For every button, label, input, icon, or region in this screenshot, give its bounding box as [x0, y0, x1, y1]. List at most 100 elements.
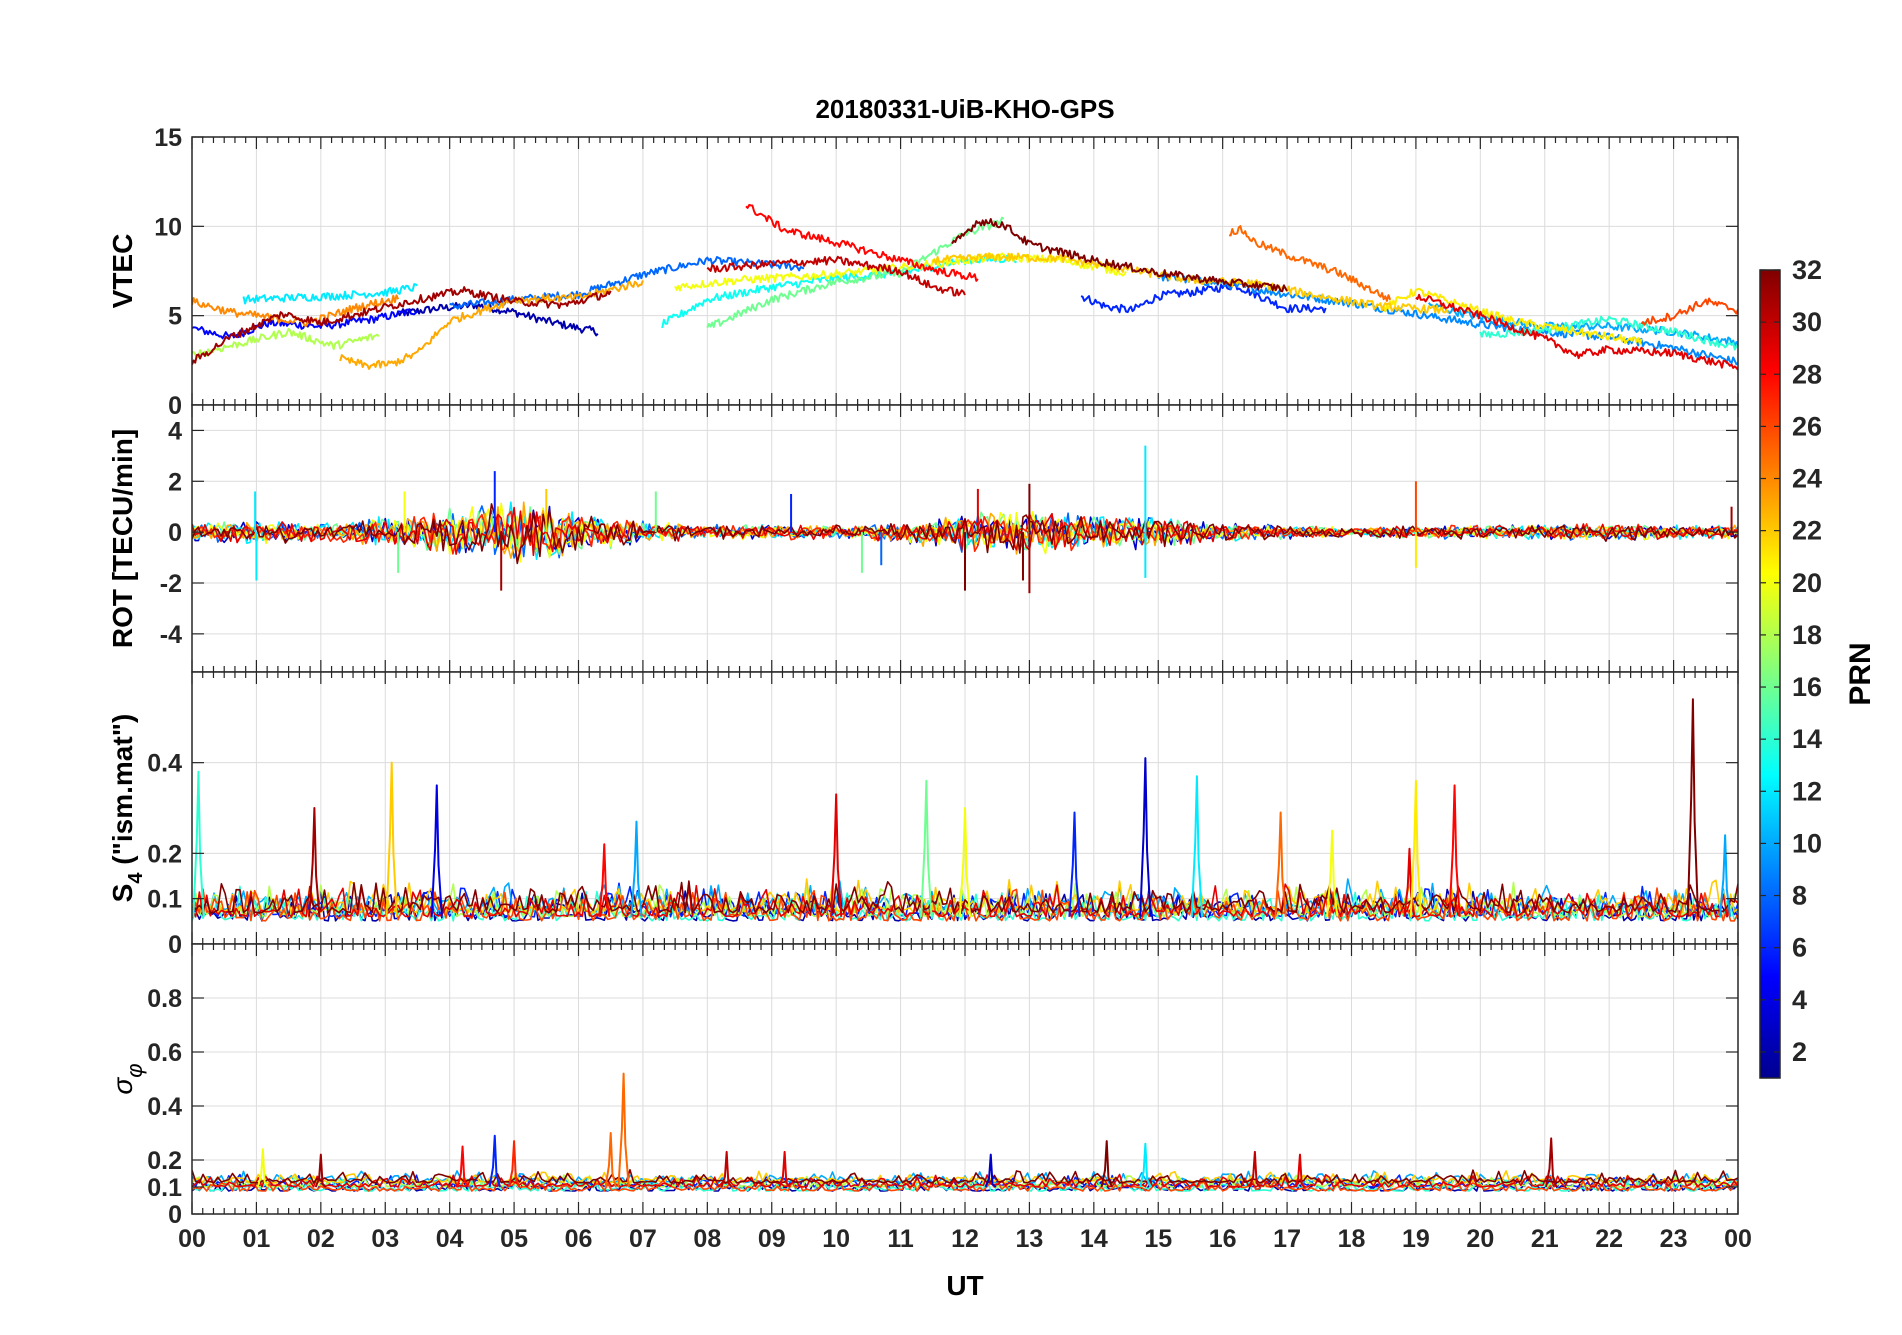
colorbar-tick-label: 30	[1792, 307, 1822, 337]
series-line-prn-28	[745, 204, 979, 282]
x-tick-label: 14	[1080, 1225, 1108, 1253]
x-tick-label: 09	[758, 1225, 786, 1253]
spike-prn-6	[1068, 811, 1081, 917]
x-tick-label: 10	[822, 1225, 850, 1253]
x-tick-label: 12	[951, 1225, 979, 1253]
y-tick-label: 0.6	[147, 1039, 182, 1067]
series-group	[192, 1072, 1738, 1192]
spike-prn-20	[958, 807, 972, 917]
spike-prn-14	[192, 770, 205, 917]
figure-title: 20180331-UiB-KHO-GPS	[815, 94, 1114, 124]
colorbar-tick-label: 26	[1792, 411, 1822, 441]
y-axis: 0 0.1 0.2 0.4	[147, 750, 1738, 959]
series-line-prn-10	[192, 1170, 1738, 1184]
colorbar-tick-label: 8	[1792, 881, 1807, 911]
spike-prn-25	[1274, 811, 1287, 917]
colorbar-label: PRN	[1844, 642, 1877, 705]
spike-prn-10	[630, 820, 643, 917]
x-tick-label: 06	[565, 1225, 593, 1253]
spike-prn-30	[1248, 1150, 1261, 1188]
spike-prn-3	[984, 1153, 997, 1188]
series-line-prn-26	[1640, 297, 1738, 326]
series-line-prn-18	[192, 328, 380, 359]
spike-prn-29	[830, 793, 843, 917]
series-line-prn-2	[192, 887, 1738, 922]
spike-prn-25	[604, 1132, 617, 1188]
panel-sigma_phi: 00.10.2 0.4 0.6 0.8 σφ	[107, 943, 1739, 1229]
y-label-main: S	[107, 884, 138, 903]
series-line-prn-32	[192, 1169, 1738, 1184]
series-line-prn-6	[192, 882, 1738, 918]
colorbar-tick-label: 12	[1792, 776, 1822, 806]
colorbar-tick-label: 2	[1792, 1037, 1807, 1067]
spike-prn-12	[1190, 775, 1204, 917]
x-ticks	[191, 137, 1739, 405]
y-axis-label: σφ	[107, 1063, 147, 1094]
y-tick-label: 0	[168, 931, 182, 959]
x-tick-label: 08	[693, 1225, 721, 1253]
series-group	[192, 445, 1738, 594]
spike-prn-28	[456, 1145, 469, 1188]
x-tick-label: 00	[178, 1225, 206, 1253]
x-tick-label: 04	[436, 1225, 464, 1253]
series-line-prn-29	[1415, 293, 1738, 371]
x-tick-label: 23	[1660, 1225, 1688, 1253]
spike-prn-25	[617, 1072, 630, 1188]
y-tick-label: 0	[168, 392, 182, 420]
spike-prn-21	[1409, 779, 1423, 917]
spike-prn-28	[598, 843, 611, 917]
y-tick-label: -2	[160, 570, 182, 598]
y-tick-label: 0.8	[147, 985, 182, 1013]
series-line-prn-30	[706, 255, 966, 297]
x-tick-label: 22	[1595, 1225, 1623, 1253]
y-axis: 00.10.2 0.4 0.6 0.8	[147, 985, 1738, 1229]
series-group	[192, 698, 1738, 922]
x-tick-label: 03	[371, 1225, 399, 1253]
series-line-prn-16	[706, 216, 1005, 329]
series-group	[192, 204, 1738, 371]
colorbar-tick-label: 10	[1792, 828, 1822, 858]
colorbar-tick-label: 24	[1792, 464, 1822, 494]
series-line-prn-22	[192, 1170, 1738, 1184]
series-line-prn-26	[192, 887, 1738, 922]
x-tick-label: 13	[1016, 1225, 1044, 1253]
spike-prn-29	[1293, 1153, 1306, 1188]
x-tick-label: 20	[1466, 1225, 1494, 1253]
spike-prn-12	[1139, 1142, 1152, 1188]
x-ticks	[191, 672, 1739, 944]
x-axis-label: UT	[946, 1270, 983, 1301]
y-label-subscript: 4	[125, 872, 147, 884]
y-label-main: σ	[107, 1077, 138, 1095]
x-axis: 00 01 02 03 04 05 06 07 08 09 10 11 12 13 14 15 16 17 18 19…	[178, 1225, 1752, 1253]
y-tick-label: 0	[168, 1201, 182, 1229]
x-tick-label: 02	[307, 1225, 335, 1253]
panel-rot: -4 -2 0 2 4 ROT [TECU/min]	[107, 404, 1739, 673]
colorbar-tick-label: 6	[1792, 933, 1807, 963]
x-tick-label: 07	[629, 1225, 657, 1253]
x-tick-label: 11	[887, 1225, 914, 1253]
series-line-prn-12	[242, 283, 418, 305]
spike-prn-16	[920, 779, 933, 917]
x-tick-label: 21	[1531, 1225, 1559, 1253]
y-tick-label: 5	[168, 303, 182, 331]
y-axis: 0 5 10 15	[154, 124, 1738, 420]
colorbar-tick-label: 28	[1792, 359, 1822, 389]
x-tick-label: 18	[1338, 1225, 1366, 1253]
spike-prn-22	[385, 761, 398, 917]
series-line-prn-31	[192, 286, 612, 366]
colorbar-tick-label: 18	[1792, 620, 1822, 650]
y-axis: -4 -2 0 2 4	[160, 417, 1738, 649]
y-tick-label: 0.4	[147, 1093, 182, 1121]
spike-prn-27	[507, 1140, 521, 1188]
spike-prn-32	[1686, 698, 1700, 917]
spike-prn-29	[778, 1150, 791, 1188]
y-tick-label: 2	[168, 468, 182, 496]
series-line-prn-6	[1080, 283, 1327, 314]
colorbar-gradient	[1759, 269, 1781, 1079]
series-line-prn-21	[1382, 287, 1643, 345]
x-tick-label: 01	[243, 1225, 271, 1253]
panel-s4: 00.10.20.4S4 ("ism.mat")	[107, 671, 1739, 959]
